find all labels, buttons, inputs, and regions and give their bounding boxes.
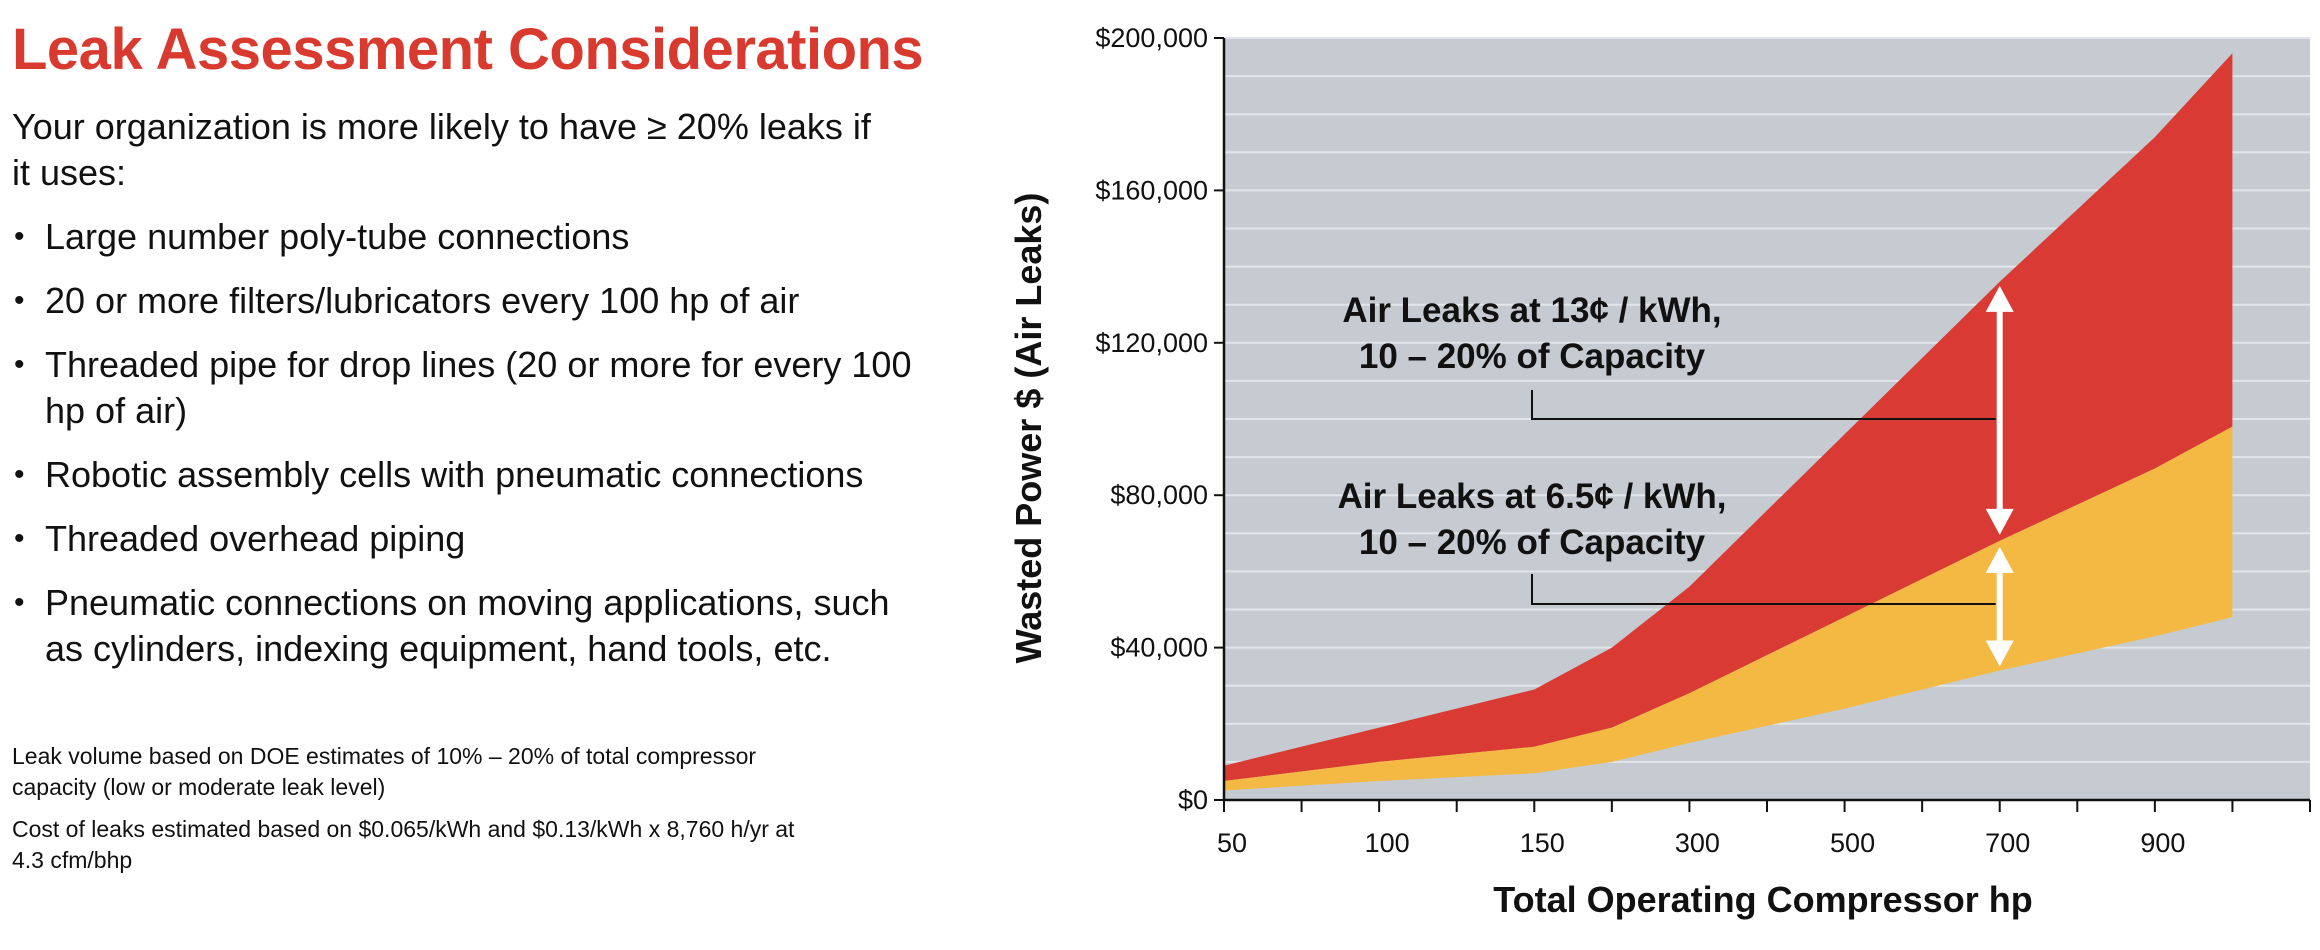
x-axis-title: Total Operating Compressor hp	[1493, 879, 2032, 920]
x-tick-label: 300	[1675, 828, 1720, 858]
annotation-label: 10 – 20% of Capacity	[1359, 523, 1706, 562]
x-tick-label: 500	[1830, 828, 1875, 858]
annotation-label: Air Leaks at 6.5¢ / kWh,	[1337, 477, 1726, 516]
page-title: Leak Assessment Considerations	[12, 17, 924, 82]
annotation-label: 10 – 20% of Capacity	[1359, 337, 1706, 376]
series-area-high-cost	[1224, 53, 2233, 781]
x-tick-label: 50	[1217, 828, 1247, 858]
list-item: Robotic assembly cells with pneumatic co…	[12, 452, 912, 498]
footnote-leak-volume: Leak volume based on DOE estimates of 10…	[12, 743, 757, 800]
footnote-cost-basis: Cost of leaks estimated based on $0.065/…	[12, 816, 795, 873]
y-axis-title: Wasted Power $ (Air Leaks)	[1008, 193, 1049, 664]
x-tick-label: 100	[1365, 828, 1410, 858]
x-tick-label: 900	[2140, 828, 2185, 858]
arrow-head-down	[1985, 508, 2014, 535]
annotation-leader-line	[1531, 390, 1996, 420]
annotation-leader-line	[1531, 574, 1996, 605]
y-tick-label: $160,000	[1095, 175, 1208, 205]
series-area-low-cost	[1224, 426, 2233, 791]
list-item: Large number poly-tube connections	[12, 214, 912, 260]
consideration-list: Large number poly-tube connections 20 or…	[12, 214, 912, 690]
list-item: Pneumatic connections on moving applicat…	[12, 580, 912, 672]
intro-text: Your organization is more likely to have…	[12, 106, 871, 193]
annotation-label: Air Leaks at 13¢ / kWh,	[1342, 291, 1721, 330]
x-tick-label: 700	[1985, 828, 2030, 858]
list-item: Threaded pipe for drop lines (20 or more…	[12, 342, 912, 434]
arrow-head-down	[1985, 640, 2014, 667]
list-item: 20 or more filters/lubricators every 100…	[12, 278, 912, 324]
list-item: Threaded overhead piping	[12, 516, 912, 562]
y-tick-label: $0	[1178, 785, 1208, 815]
range-arrow-low-cost	[1985, 546, 2014, 667]
y-tick-label: $40,000	[1110, 633, 1208, 663]
arrow-head-up	[1985, 285, 2014, 312]
y-tick-label: $200,000	[1095, 23, 1208, 53]
x-tick-label: 150	[1520, 828, 1565, 858]
y-tick-label: $120,000	[1095, 328, 1208, 358]
arrow-head-up	[1985, 546, 2014, 573]
y-tick-label: $80,000	[1110, 480, 1208, 510]
range-arrow-high-cost	[1985, 285, 2014, 535]
